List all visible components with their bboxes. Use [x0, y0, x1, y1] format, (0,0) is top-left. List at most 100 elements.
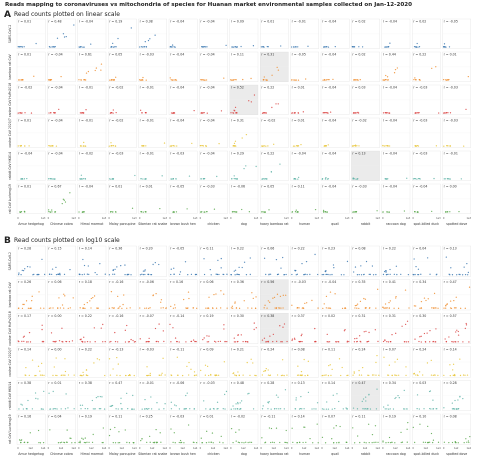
- column-label: spotted dove: [446, 222, 467, 226]
- data-point: [162, 330, 164, 332]
- data-point: [335, 341, 337, 343]
- data-point: [464, 374, 466, 376]
- correlation-label: r = -0.01: [79, 86, 93, 90]
- data-point: [377, 288, 379, 290]
- data-point: [291, 304, 293, 306]
- data-point: [67, 407, 69, 409]
- data-point: [124, 429, 126, 431]
- data-point: [234, 341, 237, 343]
- data-point: [113, 307, 115, 309]
- data-point: [436, 273, 438, 275]
- x-tick-label: 0: [139, 217, 141, 220]
- data-point: [276, 273, 279, 276]
- data-point: [43, 307, 45, 309]
- data-point: [262, 112, 265, 114]
- x-tick-label: 0: [17, 217, 19, 220]
- data-point: [325, 79, 327, 81]
- data-point: [114, 331, 116, 334]
- correlation-label: r = 0.14: [292, 415, 305, 419]
- data-point: [415, 112, 417, 114]
- correlation-label: r = 0.09: [200, 347, 213, 351]
- data-point: [374, 425, 377, 427]
- data-point: [445, 256, 447, 258]
- data-point: [152, 294, 154, 297]
- data-point: [94, 341, 96, 343]
- data-point: [159, 207, 161, 210]
- data-point: [338, 442, 340, 444]
- data-point: [291, 339, 293, 342]
- data-point: [118, 431, 120, 433]
- data-point: [217, 259, 219, 262]
- data-point: [19, 441, 22, 444]
- data-point: [383, 406, 385, 408]
- data-point: [211, 432, 214, 434]
- data-point: [150, 396, 152, 398]
- data-point: [93, 362, 95, 364]
- data-point: [142, 145, 145, 147]
- column-label: hoary bamboo rat: [260, 452, 289, 456]
- correlation-label: r = 0.14: [444, 347, 457, 351]
- data-point: [386, 341, 388, 343]
- data-point: [346, 260, 349, 263]
- data-point: [354, 307, 356, 309]
- data-point: [345, 407, 347, 409]
- data-point: [361, 366, 364, 369]
- data-point: [194, 374, 196, 376]
- data-point: [64, 370, 67, 373]
- data-point: [363, 297, 365, 300]
- data-point: [368, 273, 370, 276]
- column-label: dog: [241, 452, 247, 456]
- data-point: [170, 268, 172, 270]
- data-point: [210, 373, 212, 376]
- data-point: [81, 340, 83, 343]
- data-point: [262, 211, 264, 213]
- data-point: [273, 143, 275, 145]
- data-point: [324, 178, 327, 180]
- data-point: [300, 340, 302, 343]
- data-point: [53, 341, 56, 343]
- data-point: [417, 268, 420, 270]
- data-point: [293, 46, 295, 48]
- data-point: [249, 441, 251, 443]
- x-tick-label: 0: [230, 217, 232, 220]
- correlation-label: r = -0.04: [18, 152, 32, 156]
- row-label: rabbit CoV HKU14: [8, 382, 12, 410]
- data-point: [305, 261, 308, 263]
- data-point: [387, 144, 389, 147]
- data-point: [145, 307, 148, 309]
- data-point: [69, 307, 71, 309]
- data-point: [47, 209, 50, 211]
- data-point: [325, 111, 327, 114]
- data-point: [371, 441, 373, 444]
- data-point: [299, 407, 302, 410]
- correlation-label: r = 0.01: [109, 185, 122, 189]
- data-point: [457, 330, 459, 333]
- data-point: [405, 341, 408, 343]
- data-point: [368, 331, 370, 334]
- data-point: [449, 145, 451, 147]
- data-point: [356, 274, 359, 276]
- correlation-label: r = 0.34: [383, 381, 396, 385]
- correlation-label: r = 0.26: [18, 280, 31, 284]
- data-point: [333, 267, 335, 269]
- data-point: [420, 341, 422, 343]
- data-point: [130, 274, 132, 276]
- data-point: [160, 301, 162, 303]
- data-point: [467, 274, 469, 276]
- correlation-label: r = 0.22: [231, 247, 244, 251]
- data-point: [445, 112, 448, 114]
- correlation-label: r = -0.03: [109, 152, 123, 156]
- correlation-label: r = 0.13: [292, 381, 305, 385]
- data-point: [305, 441, 307, 443]
- data-point: [202, 79, 204, 81]
- data-point: [245, 133, 248, 136]
- data-point: [268, 400, 270, 403]
- data-point: [270, 408, 272, 410]
- data-point: [388, 364, 390, 366]
- data-point: [389, 273, 391, 275]
- data-point: [325, 145, 327, 147]
- data-point: [398, 397, 400, 399]
- data-point: [51, 273, 53, 275]
- data-point: [296, 307, 299, 309]
- data-point: [81, 374, 83, 377]
